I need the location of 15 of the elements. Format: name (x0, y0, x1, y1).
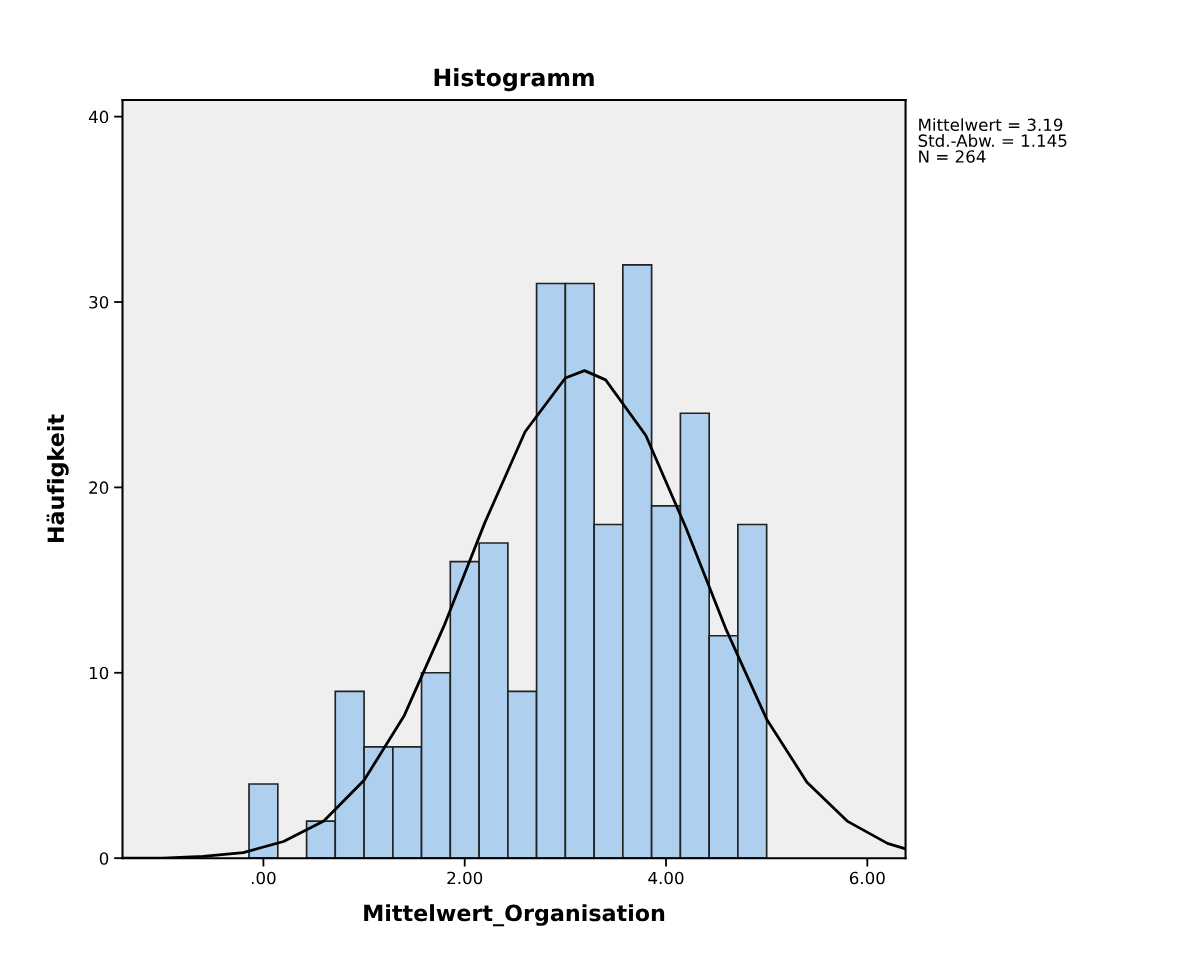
y-tick-label: 10 (89, 666, 109, 680)
y-tick-label: 20 (89, 481, 109, 494)
y-tick-label: 0 (99, 852, 109, 865)
y-tick-label: 30 (89, 295, 109, 309)
x-tick-label: 2.00 (447, 871, 483, 885)
x-tick-label: 4.00 (648, 871, 684, 885)
x-tick-label: 6.00 (849, 871, 885, 885)
x-tick-label: .00 (251, 871, 276, 885)
y-tick-label: 40 (88, 110, 109, 124)
text: Mittelwert = 3.19 (919, 118, 1063, 132)
text: Std.-Abw. = 1.145 (918, 134, 1067, 147)
x-axis-title: Mittelwert_Organisation (364, 904, 665, 927)
chart-title: Histogramm (434, 68, 594, 92)
y-axis-title: Häufigkeit (46, 414, 69, 543)
text: N = 264 (919, 150, 986, 163)
